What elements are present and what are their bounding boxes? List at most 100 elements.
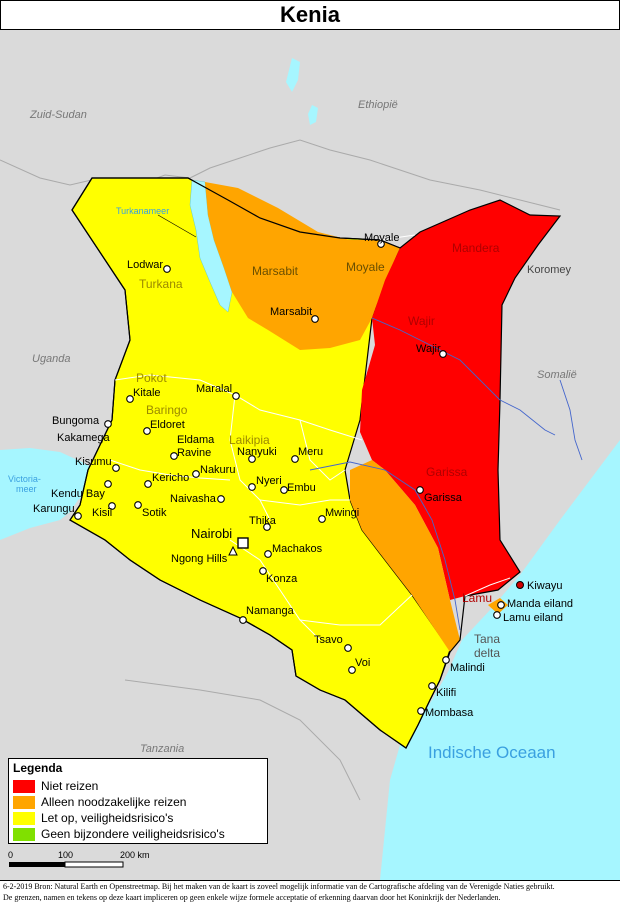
label-victoria-1: Victoria- bbox=[8, 474, 41, 484]
marker-meru bbox=[291, 455, 299, 463]
label-thika: Thika bbox=[249, 515, 277, 527]
label-region-wajir: Wajir bbox=[408, 314, 435, 328]
marker-naivasha bbox=[217, 495, 225, 503]
label-nakuru: Nakuru bbox=[200, 464, 235, 476]
label-lodwar: Lodwar bbox=[127, 259, 163, 271]
marker-garissa bbox=[416, 486, 424, 494]
label-nyeri: Nyeri bbox=[256, 475, 282, 487]
label-marsabit: Marsabit bbox=[270, 306, 312, 318]
marker-eldama-ravine bbox=[170, 452, 178, 460]
footer-line-2: De grenzen, namen en tekens op deze kaar… bbox=[3, 893, 501, 902]
legend-row-niet-reizen: Niet reizen bbox=[13, 779, 98, 793]
label-mombasa: Mombasa bbox=[425, 707, 474, 719]
marker-kilifi bbox=[428, 682, 436, 690]
marker-maralal bbox=[232, 392, 240, 400]
marker-voi bbox=[348, 666, 356, 674]
label-victoria-2: meer bbox=[16, 484, 37, 494]
label-machakos: Machakos bbox=[272, 543, 323, 555]
city-markers bbox=[74, 240, 505, 715]
legend-title: Legenda bbox=[13, 761, 63, 775]
label-manda-eiland: Manda eiland bbox=[507, 598, 573, 610]
label-region-laikipia: Laikipia bbox=[229, 433, 270, 447]
label-tanzania: Tanzania bbox=[140, 743, 184, 755]
label-kisii: Kisii bbox=[92, 507, 112, 519]
marker-konza bbox=[259, 567, 267, 575]
water-labels: Turkanameer Victoria- meer Indische Ocea… bbox=[8, 206, 556, 762]
label-kericho: Kericho bbox=[152, 472, 189, 484]
city-labels: Lodwar Marsabit Moyale Koromey Wajir Gar… bbox=[33, 232, 573, 719]
label-maralal: Maralal bbox=[196, 383, 232, 395]
label-kilifi: Kilifi bbox=[436, 687, 456, 699]
label-embu: Embu bbox=[287, 482, 316, 494]
legend-label: Let op, veiligheidsrisico's bbox=[41, 811, 174, 825]
indian-ocean bbox=[380, 440, 620, 880]
label-nanyuki: Nanyuki bbox=[237, 446, 277, 458]
scale-seg-2 bbox=[64, 861, 124, 868]
map-canvas: Zuid-Sudan Ethiopië Somalië Uganda Tanza… bbox=[0, 30, 620, 880]
label-region-baringo: Baringo bbox=[146, 403, 188, 417]
marker-thika bbox=[263, 523, 271, 531]
footer-line-1: 6-2-2019 Bron: Natural Earth en Openstre… bbox=[3, 882, 555, 891]
marker-moyale bbox=[377, 240, 385, 248]
ngong-hills-marker bbox=[228, 545, 238, 556]
marker-nanyuki bbox=[248, 455, 256, 463]
marker-nakuru bbox=[192, 470, 200, 478]
legend-swatch-orange bbox=[13, 795, 35, 809]
marker-lamu bbox=[493, 611, 501, 619]
map-title: Kenia bbox=[280, 2, 340, 27]
label-turkanameer: Turkanameer bbox=[116, 206, 169, 216]
marker-malindi bbox=[442, 656, 450, 664]
label-koromey: Koromey bbox=[527, 264, 572, 276]
marker-sotik bbox=[134, 501, 142, 509]
marker-bungoma bbox=[104, 420, 112, 428]
legend-label: Geen bijzondere veiligheidsrisico's bbox=[41, 827, 225, 841]
marker-lodwar bbox=[163, 265, 171, 273]
label-uganda: Uganda bbox=[32, 353, 71, 365]
label-sotik: Sotik bbox=[142, 507, 167, 519]
marker-eldoret bbox=[143, 427, 151, 435]
marker-kisumu bbox=[112, 464, 120, 472]
marker-machakos bbox=[264, 550, 272, 558]
label-kiwayu: Kiwayu bbox=[527, 580, 562, 592]
legend-swatch-red bbox=[13, 779, 35, 793]
label-mwingi: Mwingi bbox=[325, 507, 359, 519]
scale-label-0: 0 bbox=[8, 850, 13, 860]
label-somalie: Somalië bbox=[537, 369, 577, 381]
scale-label-200: 200 km bbox=[120, 850, 150, 860]
label-garissa: Garissa bbox=[424, 492, 463, 504]
label-region-marsabit: Marsabit bbox=[252, 264, 299, 278]
label-region-turkana: Turkana bbox=[139, 277, 183, 291]
label-malindi: Malindi bbox=[450, 662, 485, 674]
marker-nyeri bbox=[248, 483, 256, 491]
region-labels: Turkana Marsabit Moyale Mandera Wajir Ga… bbox=[136, 241, 500, 660]
legend-swatch-yellow bbox=[13, 811, 35, 825]
lake-victoria bbox=[0, 448, 100, 540]
scale-label-100: 100 bbox=[58, 850, 73, 860]
lake-north bbox=[286, 58, 300, 92]
label-region-lamu: Lamu bbox=[462, 591, 492, 605]
label-eldama-ravine-1: Eldama bbox=[177, 434, 215, 446]
label-konza: Konza bbox=[266, 573, 298, 585]
label-region-garissa: Garissa bbox=[426, 465, 468, 479]
label-meru: Meru bbox=[298, 446, 323, 458]
marker-karungu bbox=[74, 512, 82, 520]
region-marsabit-moyale bbox=[205, 182, 400, 350]
label-moyale: Moyale bbox=[364, 232, 399, 244]
label-naivasha: Naivasha bbox=[170, 493, 217, 505]
legend-label: Alleen noodzakelijke reizen bbox=[41, 795, 187, 809]
marker-marsabit bbox=[311, 315, 319, 323]
label-zuid-sudan: Zuid-Sudan bbox=[29, 109, 87, 121]
label-namanga: Namanga bbox=[246, 605, 295, 617]
label-ethiopie: Ethiopië bbox=[358, 99, 398, 111]
region-tana-band bbox=[350, 460, 460, 652]
marker-kitale bbox=[126, 395, 134, 403]
label-kakamega: Kakamega bbox=[57, 432, 110, 444]
scale-seg-1 bbox=[9, 862, 65, 867]
legend-label: Niet reizen bbox=[41, 779, 99, 793]
label-indische-oceaan: Indische Oceaan bbox=[428, 743, 556, 762]
legend-swatch-green bbox=[13, 827, 35, 841]
label-eldama-ravine-2: Ravine bbox=[177, 447, 211, 459]
neighbor-labels: Zuid-Sudan Ethiopië Somalië Uganda Tanza… bbox=[29, 99, 577, 755]
marker-kendu-bay bbox=[104, 480, 112, 488]
turkana-pointer bbox=[157, 214, 197, 238]
